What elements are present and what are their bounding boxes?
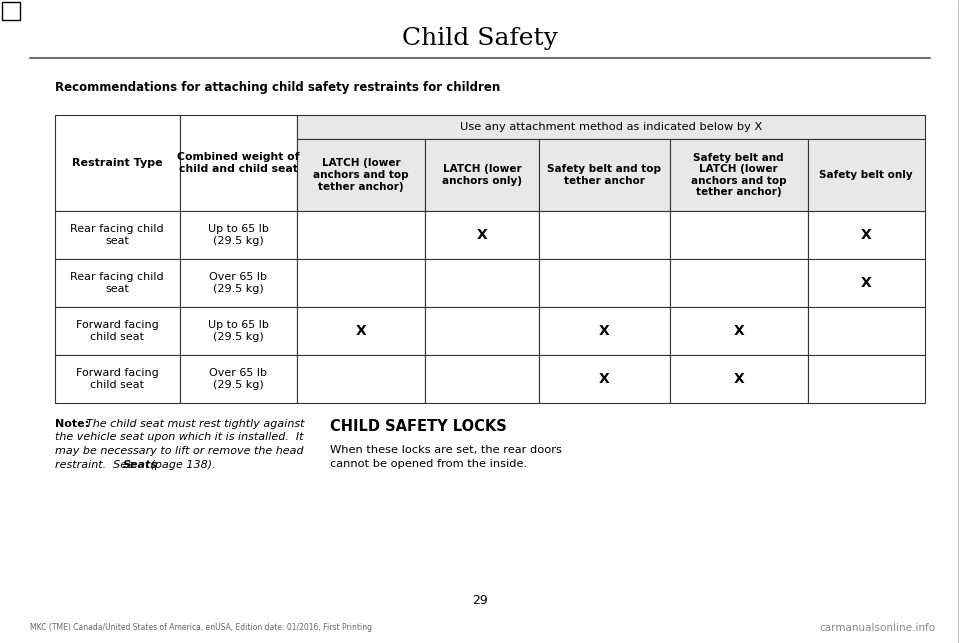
Bar bbox=[807, 355, 925, 403]
Bar bbox=[297, 211, 424, 259]
Bar bbox=[539, 355, 670, 403]
Text: When these locks are set, the rear doors: When these locks are set, the rear doors bbox=[330, 445, 562, 455]
Text: Forward facing
child seat: Forward facing child seat bbox=[76, 320, 158, 342]
Text: MKC (TME) Canada/United States of America, enUSA, Edition date: 01/2016, First P: MKC (TME) Canada/United States of Americ… bbox=[30, 624, 372, 633]
Text: Safety belt and
LATCH (lower
anchors and top
tether anchor): Safety belt and LATCH (lower anchors and… bbox=[691, 152, 786, 197]
Text: Forward facing
child seat: Forward facing child seat bbox=[76, 368, 158, 390]
Text: Seats: Seats bbox=[123, 460, 158, 469]
Bar bbox=[807, 211, 925, 259]
Bar bbox=[539, 307, 670, 355]
Bar bbox=[297, 139, 424, 211]
Text: Up to 65 lb
(29.5 kg): Up to 65 lb (29.5 kg) bbox=[208, 224, 269, 246]
Text: may be necessary to lift or remove the head: may be necessary to lift or remove the h… bbox=[55, 446, 303, 456]
Bar bbox=[55, 355, 180, 403]
Text: Use any attachment method as indicated below by X: Use any attachment method as indicated b… bbox=[460, 122, 762, 132]
Bar bbox=[2, 2, 20, 20]
Text: Over 65 lb
(29.5 kg): Over 65 lb (29.5 kg) bbox=[209, 272, 267, 294]
Bar bbox=[55, 115, 180, 211]
Text: the vehicle seat upon which it is installed.  It: the vehicle seat upon which it is instal… bbox=[55, 433, 303, 442]
Bar bbox=[670, 259, 807, 307]
Bar bbox=[297, 307, 424, 355]
Bar bbox=[180, 355, 297, 403]
Bar bbox=[807, 259, 925, 307]
Text: X: X bbox=[355, 324, 366, 338]
Bar bbox=[670, 211, 807, 259]
Text: Up to 65 lb
(29.5 kg): Up to 65 lb (29.5 kg) bbox=[208, 320, 269, 342]
Bar bbox=[180, 211, 297, 259]
Bar bbox=[670, 139, 807, 211]
Text: Recommendations for attaching child safety restraints for children: Recommendations for attaching child safe… bbox=[55, 82, 500, 95]
Text: (page 138).: (page 138). bbox=[147, 460, 216, 469]
Text: Over 65 lb
(29.5 kg): Over 65 lb (29.5 kg) bbox=[209, 368, 267, 390]
Bar bbox=[424, 259, 539, 307]
Text: X: X bbox=[733, 372, 744, 386]
Bar bbox=[180, 307, 297, 355]
Text: Restraint Type: Restraint Type bbox=[72, 158, 162, 168]
Text: cannot be opened from the inside.: cannot be opened from the inside. bbox=[330, 459, 527, 469]
Bar bbox=[424, 355, 539, 403]
Bar bbox=[55, 259, 180, 307]
Bar bbox=[424, 211, 539, 259]
Text: 29: 29 bbox=[472, 593, 488, 606]
Text: LATCH (lower
anchors and top
tether anchor): LATCH (lower anchors and top tether anch… bbox=[313, 158, 409, 192]
Text: The child seat must rest tightly against: The child seat must rest tightly against bbox=[86, 419, 304, 429]
Text: X: X bbox=[599, 324, 610, 338]
Bar bbox=[424, 139, 539, 211]
Text: X: X bbox=[476, 228, 488, 242]
Text: carmanualsonline.info: carmanualsonline.info bbox=[819, 623, 935, 633]
Bar bbox=[424, 307, 539, 355]
Text: X: X bbox=[861, 276, 872, 290]
Bar bbox=[180, 259, 297, 307]
Bar bbox=[539, 139, 670, 211]
Text: X: X bbox=[861, 228, 872, 242]
Bar bbox=[807, 307, 925, 355]
Text: Rear facing child
seat: Rear facing child seat bbox=[70, 224, 164, 246]
Text: restraint.  See: restraint. See bbox=[55, 460, 137, 469]
Bar bbox=[539, 259, 670, 307]
Text: Combined weight of
child and child seat: Combined weight of child and child seat bbox=[177, 152, 300, 174]
Text: Child Safety: Child Safety bbox=[402, 26, 558, 50]
Bar bbox=[297, 259, 424, 307]
Text: X: X bbox=[599, 372, 610, 386]
Text: Safety belt and top
tether anchor: Safety belt and top tether anchor bbox=[547, 164, 661, 186]
Bar bbox=[180, 115, 297, 211]
Bar bbox=[807, 139, 925, 211]
Text: LATCH (lower
anchors only): LATCH (lower anchors only) bbox=[442, 164, 522, 186]
Text: Rear facing child
seat: Rear facing child seat bbox=[70, 272, 164, 294]
Text: Note:: Note: bbox=[55, 419, 89, 429]
Text: CHILD SAFETY LOCKS: CHILD SAFETY LOCKS bbox=[330, 419, 507, 434]
Bar bbox=[539, 211, 670, 259]
Text: X: X bbox=[733, 324, 744, 338]
Bar bbox=[297, 355, 424, 403]
Bar bbox=[55, 211, 180, 259]
Text: Safety belt only: Safety belt only bbox=[820, 170, 913, 180]
Bar bbox=[55, 307, 180, 355]
Bar bbox=[670, 355, 807, 403]
Bar bbox=[670, 307, 807, 355]
Bar bbox=[297, 115, 925, 139]
